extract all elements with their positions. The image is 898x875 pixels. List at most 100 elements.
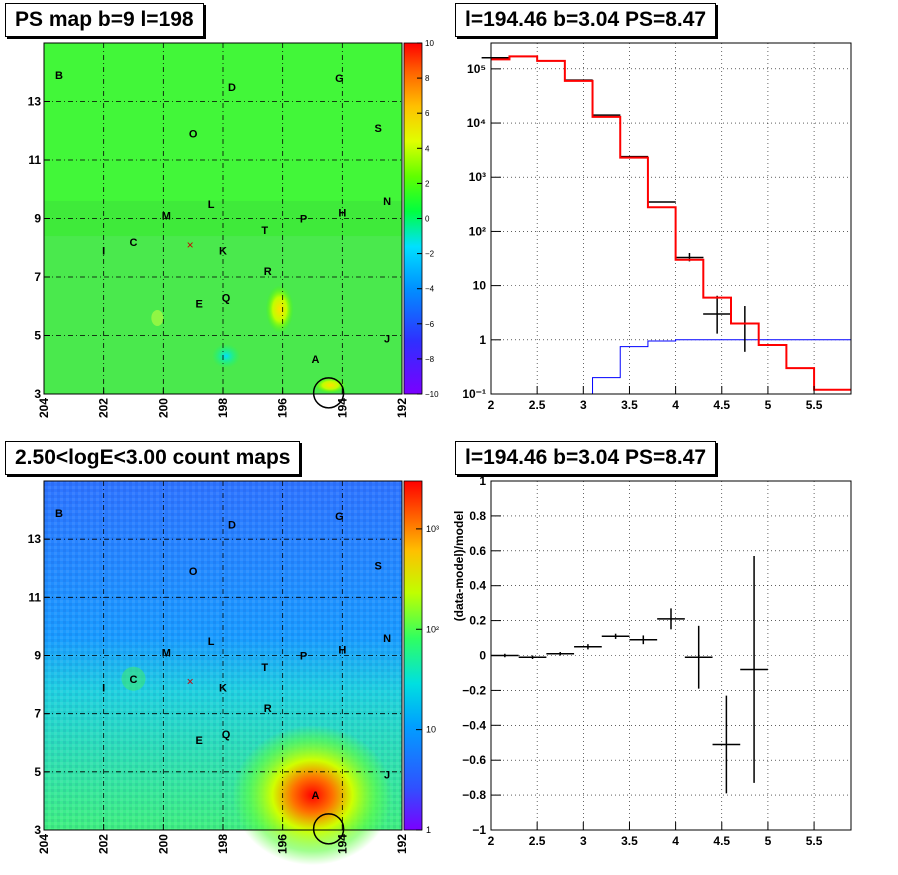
x-tick-label: 2.5: [529, 398, 546, 412]
plot-frame: [490, 480, 852, 831]
y-tick-label: 0.2: [469, 614, 486, 628]
source-label: B: [55, 508, 63, 520]
cross-marker: ×: [187, 238, 194, 252]
colorbar-tick-label: 8: [425, 74, 430, 83]
source-glow: [121, 666, 146, 691]
source-label: N: [383, 633, 391, 645]
source-label: J: [384, 333, 390, 345]
source-label: O: [189, 566, 198, 578]
y-tick-label: −0.8: [462, 788, 486, 802]
colorbar: [404, 481, 422, 830]
source-label: G: [335, 511, 344, 523]
colorbar-tick-label: −2: [425, 250, 435, 259]
residual-title: l=194.46 b=3.04 PS=8.47: [455, 441, 717, 475]
x-tick-label: 192: [395, 834, 409, 854]
source-label: C: [130, 674, 138, 686]
source-label: S: [374, 560, 381, 572]
x-tick-label: 3.5: [621, 398, 638, 412]
colorbar-tick-label: −8: [425, 355, 435, 364]
x-tick-label: 200: [156, 398, 170, 418]
colorbar-tick-label: −4: [425, 285, 435, 294]
colorbar-tick-label: 10: [425, 39, 434, 48]
y-tick-label: 10³: [469, 170, 486, 184]
colorbar-tick-label: 2: [425, 179, 430, 188]
source-label: E: [195, 298, 202, 310]
y-tick-label: 10⁻¹: [462, 387, 486, 401]
y-tick-label: 0.6: [469, 544, 486, 558]
residual-panel: 1 0.8 0.6 0.4 0.2 0 −0.2 −0.4 −0.6 −0.8 −12 2.5 3 3.5…: [452, 474, 852, 848]
source-label: T: [261, 225, 268, 237]
target-circle: [312, 813, 345, 845]
colorbar-tick-label: 10³: [426, 524, 439, 534]
source-label: H: [338, 645, 346, 657]
x-tick-label: 2.5: [529, 834, 546, 848]
source-label: I: [102, 246, 105, 258]
x-tick-label: 2: [488, 398, 495, 412]
x-tick-label: 5.5: [806, 398, 823, 412]
source-label: D: [228, 520, 236, 532]
source-label: Q: [222, 729, 231, 741]
y-tick-label: 13: [28, 532, 42, 546]
source-label: Q: [222, 292, 231, 304]
x-tick-label: 198: [216, 834, 230, 854]
y-tick-label: 1: [479, 333, 486, 347]
x-tick-label: 202: [97, 398, 111, 418]
y-tick-label: 10²: [469, 224, 486, 238]
y-tick-label: 5: [34, 765, 41, 779]
y-tick-label: 0.8: [469, 509, 486, 523]
source-label: A: [312, 790, 320, 802]
ps-map-title: PS map b=9 l=198: [5, 3, 204, 37]
x-tick-label: 4.5: [713, 398, 730, 412]
source-label: P: [300, 214, 307, 226]
source-label: N: [383, 196, 391, 208]
y-tick-label: 7: [34, 707, 41, 721]
x-tick-label: 204: [37, 834, 51, 854]
y-tick-label: 9: [34, 649, 41, 663]
cross-marker: ×: [187, 675, 194, 689]
source-label: R: [264, 703, 272, 715]
y-tick-label: 13: [28, 95, 42, 109]
model-line: [491, 55, 851, 391]
colorbar-tick-label: 4: [425, 144, 430, 153]
colorbar-tick-label: −10: [425, 390, 439, 399]
source-label: I: [102, 682, 105, 694]
y-tick-label: 3: [34, 387, 41, 401]
y-tick-label: 10⁴: [467, 116, 486, 130]
x-tick-label: 3: [580, 398, 587, 412]
plot-frame: [490, 42, 852, 395]
coldspot: [211, 343, 240, 368]
y-axis-label: (data-model)/model: [452, 511, 466, 622]
colorbar-tick-label: 10²: [426, 624, 439, 634]
y-tick-label: −0.2: [462, 683, 486, 697]
x-tick-label: 4: [672, 834, 679, 848]
source-label: L: [208, 636, 215, 648]
y-tick-label: 11: [28, 590, 41, 604]
x-tick-label: 3.5: [621, 834, 638, 848]
x-tick-label: 194: [335, 834, 349, 854]
x-tick-label: 2: [488, 834, 495, 848]
x-tick-label: 204: [37, 398, 51, 418]
x-tick-label: 198: [216, 398, 230, 418]
source-label: J: [384, 770, 390, 782]
source-label: H: [338, 208, 346, 220]
y-tick-label: 0: [479, 649, 486, 663]
y-tick-label: −0.4: [462, 718, 486, 732]
source-label: D: [228, 82, 236, 94]
source-label: M: [162, 211, 171, 223]
source-label: S: [374, 123, 381, 135]
y-tick-label: 11: [28, 153, 41, 167]
y-tick-label: 0.4: [469, 579, 486, 593]
spectrum-title: l=194.46 b=3.04 PS=8.47: [455, 3, 717, 37]
colorbar-tick-label: 1: [426, 825, 431, 835]
colorbar-tick-label: 10: [426, 725, 436, 735]
x-tick-label: 4: [672, 398, 679, 412]
colorbar-tick-label: −6: [425, 320, 435, 329]
target-circle: [312, 377, 345, 409]
source-label: O: [189, 129, 198, 141]
x-tick-label: 4.5: [713, 834, 730, 848]
source-label: T: [261, 662, 268, 674]
colorbar-tick-label: 6: [425, 109, 430, 118]
x-tick-label: 5: [765, 398, 772, 412]
y-tick-label: 9: [34, 212, 41, 226]
